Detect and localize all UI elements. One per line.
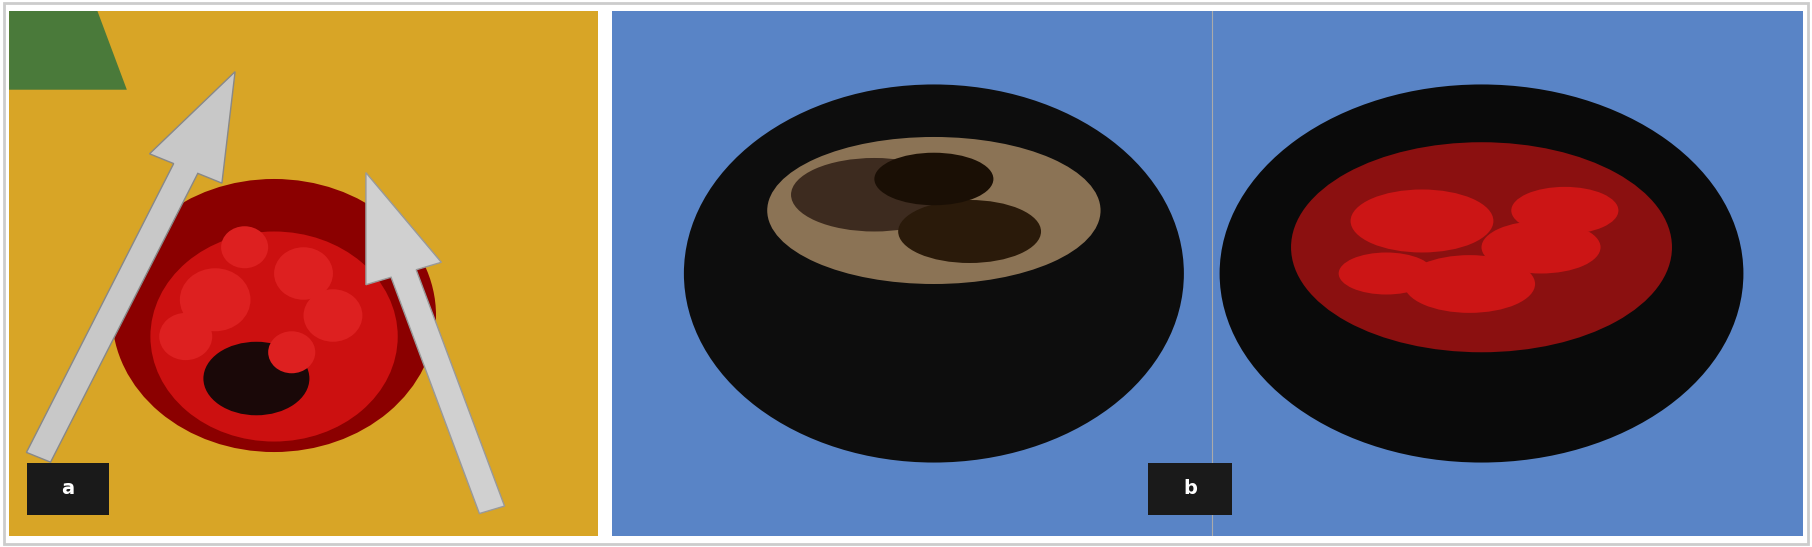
Circle shape — [1339, 253, 1433, 294]
Circle shape — [875, 153, 993, 205]
Circle shape — [179, 268, 250, 331]
Ellipse shape — [766, 137, 1100, 284]
FancyArrow shape — [366, 173, 504, 514]
Ellipse shape — [150, 231, 399, 441]
Text: a: a — [62, 479, 74, 498]
Circle shape — [274, 247, 333, 300]
Circle shape — [268, 331, 315, 373]
Ellipse shape — [112, 179, 437, 452]
FancyArrow shape — [27, 72, 236, 462]
Circle shape — [159, 313, 212, 360]
Ellipse shape — [1219, 84, 1743, 463]
Circle shape — [1404, 255, 1535, 313]
FancyBboxPatch shape — [27, 463, 109, 515]
Ellipse shape — [203, 342, 310, 415]
Circle shape — [304, 289, 362, 342]
Ellipse shape — [1290, 142, 1672, 352]
Circle shape — [792, 158, 959, 231]
Circle shape — [1482, 221, 1600, 274]
Circle shape — [899, 200, 1042, 263]
Circle shape — [1350, 189, 1493, 253]
Polygon shape — [9, 11, 127, 90]
Ellipse shape — [683, 84, 1183, 463]
FancyBboxPatch shape — [1149, 463, 1232, 515]
Text: b: b — [1183, 479, 1196, 498]
Circle shape — [221, 226, 268, 268]
Circle shape — [1511, 187, 1618, 234]
